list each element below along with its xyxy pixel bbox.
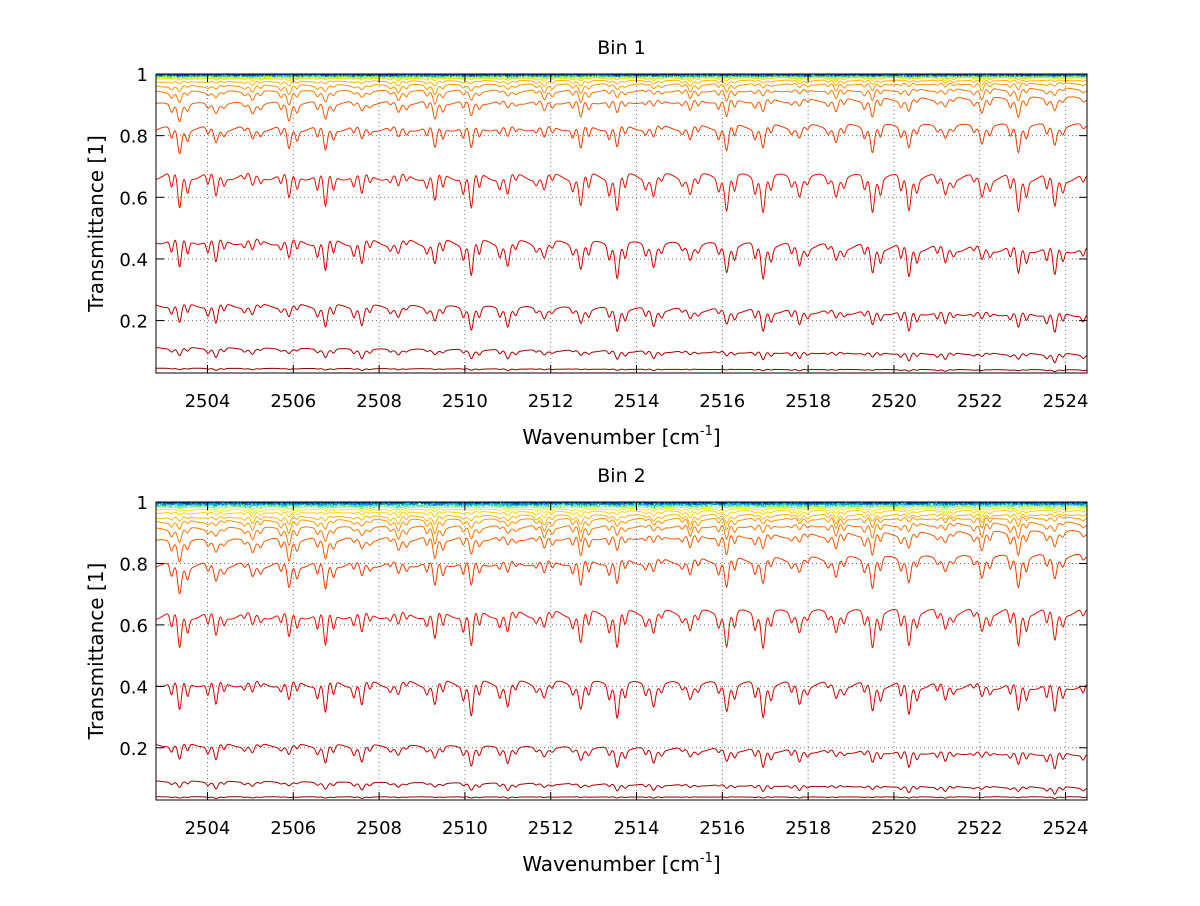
series-line-2 (156, 347, 1087, 364)
series-line-10 (156, 513, 1087, 526)
chart-title: Bin 2 (597, 465, 645, 487)
axes-frame (155, 73, 1088, 374)
x-axis-label: Wavenumber [cm-1] (522, 851, 720, 876)
series-line-1 (156, 796, 1087, 799)
x-tick-label: 2520 (871, 391, 917, 412)
x-tick-label: 2514 (614, 391, 660, 412)
x-tick-label: 2512 (528, 391, 574, 412)
x-tick-label: 2510 (442, 391, 488, 412)
series-line-4 (156, 680, 1087, 720)
axes-frame (155, 501, 1088, 801)
y-tick-label: 0.2 (119, 312, 148, 333)
series-line-12 (156, 507, 1087, 514)
series-line-6 (156, 553, 1087, 595)
series-line-5 (156, 172, 1087, 214)
series-line-9 (156, 82, 1087, 96)
plot-area (156, 74, 1087, 373)
series-line-8 (156, 521, 1087, 547)
y-tick-label: 0.4 (119, 250, 148, 271)
series-line-7 (156, 96, 1087, 123)
y-tick-label: 1 (137, 493, 148, 514)
y-tick-label: 0.8 (119, 127, 148, 148)
chart-panel-2: 2504 2506 2508 2510 2512 2514 2516 2518 2520 2522… (84, 465, 1088, 876)
y-tick-label: 0.6 (119, 616, 148, 637)
y-axis-label: Transmittance [1] (84, 563, 108, 741)
series-line-6 (156, 123, 1087, 154)
x-tick-label: 2520 (871, 818, 917, 839)
y-tick-label: 1 (137, 65, 148, 86)
chart-panel-1: 2504 2506 2508 2510 2512 2514 2516 2518 2520 2522… (84, 37, 1088, 449)
x-tick-label: 2518 (785, 391, 831, 412)
y-tick-label: 0.4 (119, 677, 148, 698)
x-tick-label: 2508 (356, 391, 402, 412)
series-line-3 (156, 304, 1087, 333)
x-tick-label: 2506 (270, 391, 316, 412)
series-line-8 (156, 87, 1087, 106)
chart-title: Bin 1 (597, 37, 645, 59)
series-line-9 (156, 516, 1087, 535)
grid (156, 501, 1087, 800)
y-tick-label: 0.8 (119, 554, 148, 575)
series-line-4 (156, 238, 1087, 281)
series-line-10 (156, 79, 1087, 87)
series-line-2 (156, 780, 1087, 795)
series-line-3 (156, 743, 1087, 770)
x-tick-label: 2524 (1043, 818, 1089, 839)
series-line-14 (156, 502, 1087, 510)
y-axis-label: Transmittance [1] (84, 135, 108, 313)
plot-area (156, 502, 1087, 800)
x-tick-label: 2504 (185, 818, 231, 839)
x-tick-label: 2506 (270, 818, 316, 839)
x-tick-label: 2522 (957, 818, 1003, 839)
series-line-7 (156, 530, 1087, 563)
x-tick-label: 2504 (185, 391, 231, 412)
y-tick-label: 0.6 (119, 188, 148, 209)
x-tick-label: 2522 (957, 391, 1003, 412)
x-tick-label: 2516 (699, 818, 745, 839)
series-line-5 (156, 608, 1087, 650)
series-line-1 (156, 367, 1087, 373)
x-tick-label: 2516 (699, 391, 745, 412)
x-tick-label: 2524 (1043, 391, 1089, 412)
x-tick-label: 2508 (356, 818, 402, 839)
x-tick-label: 2518 (785, 818, 831, 839)
x-axis-label: Wavenumber [cm-1] (522, 424, 720, 449)
x-tick-label: 2514 (614, 818, 660, 839)
x-tick-label: 2512 (528, 818, 574, 839)
series-line-11 (156, 509, 1087, 519)
series-line-17 (157, 74, 1087, 78)
x-tick-label: 2510 (442, 818, 488, 839)
y-tick-label: 0.2 (119, 739, 148, 760)
